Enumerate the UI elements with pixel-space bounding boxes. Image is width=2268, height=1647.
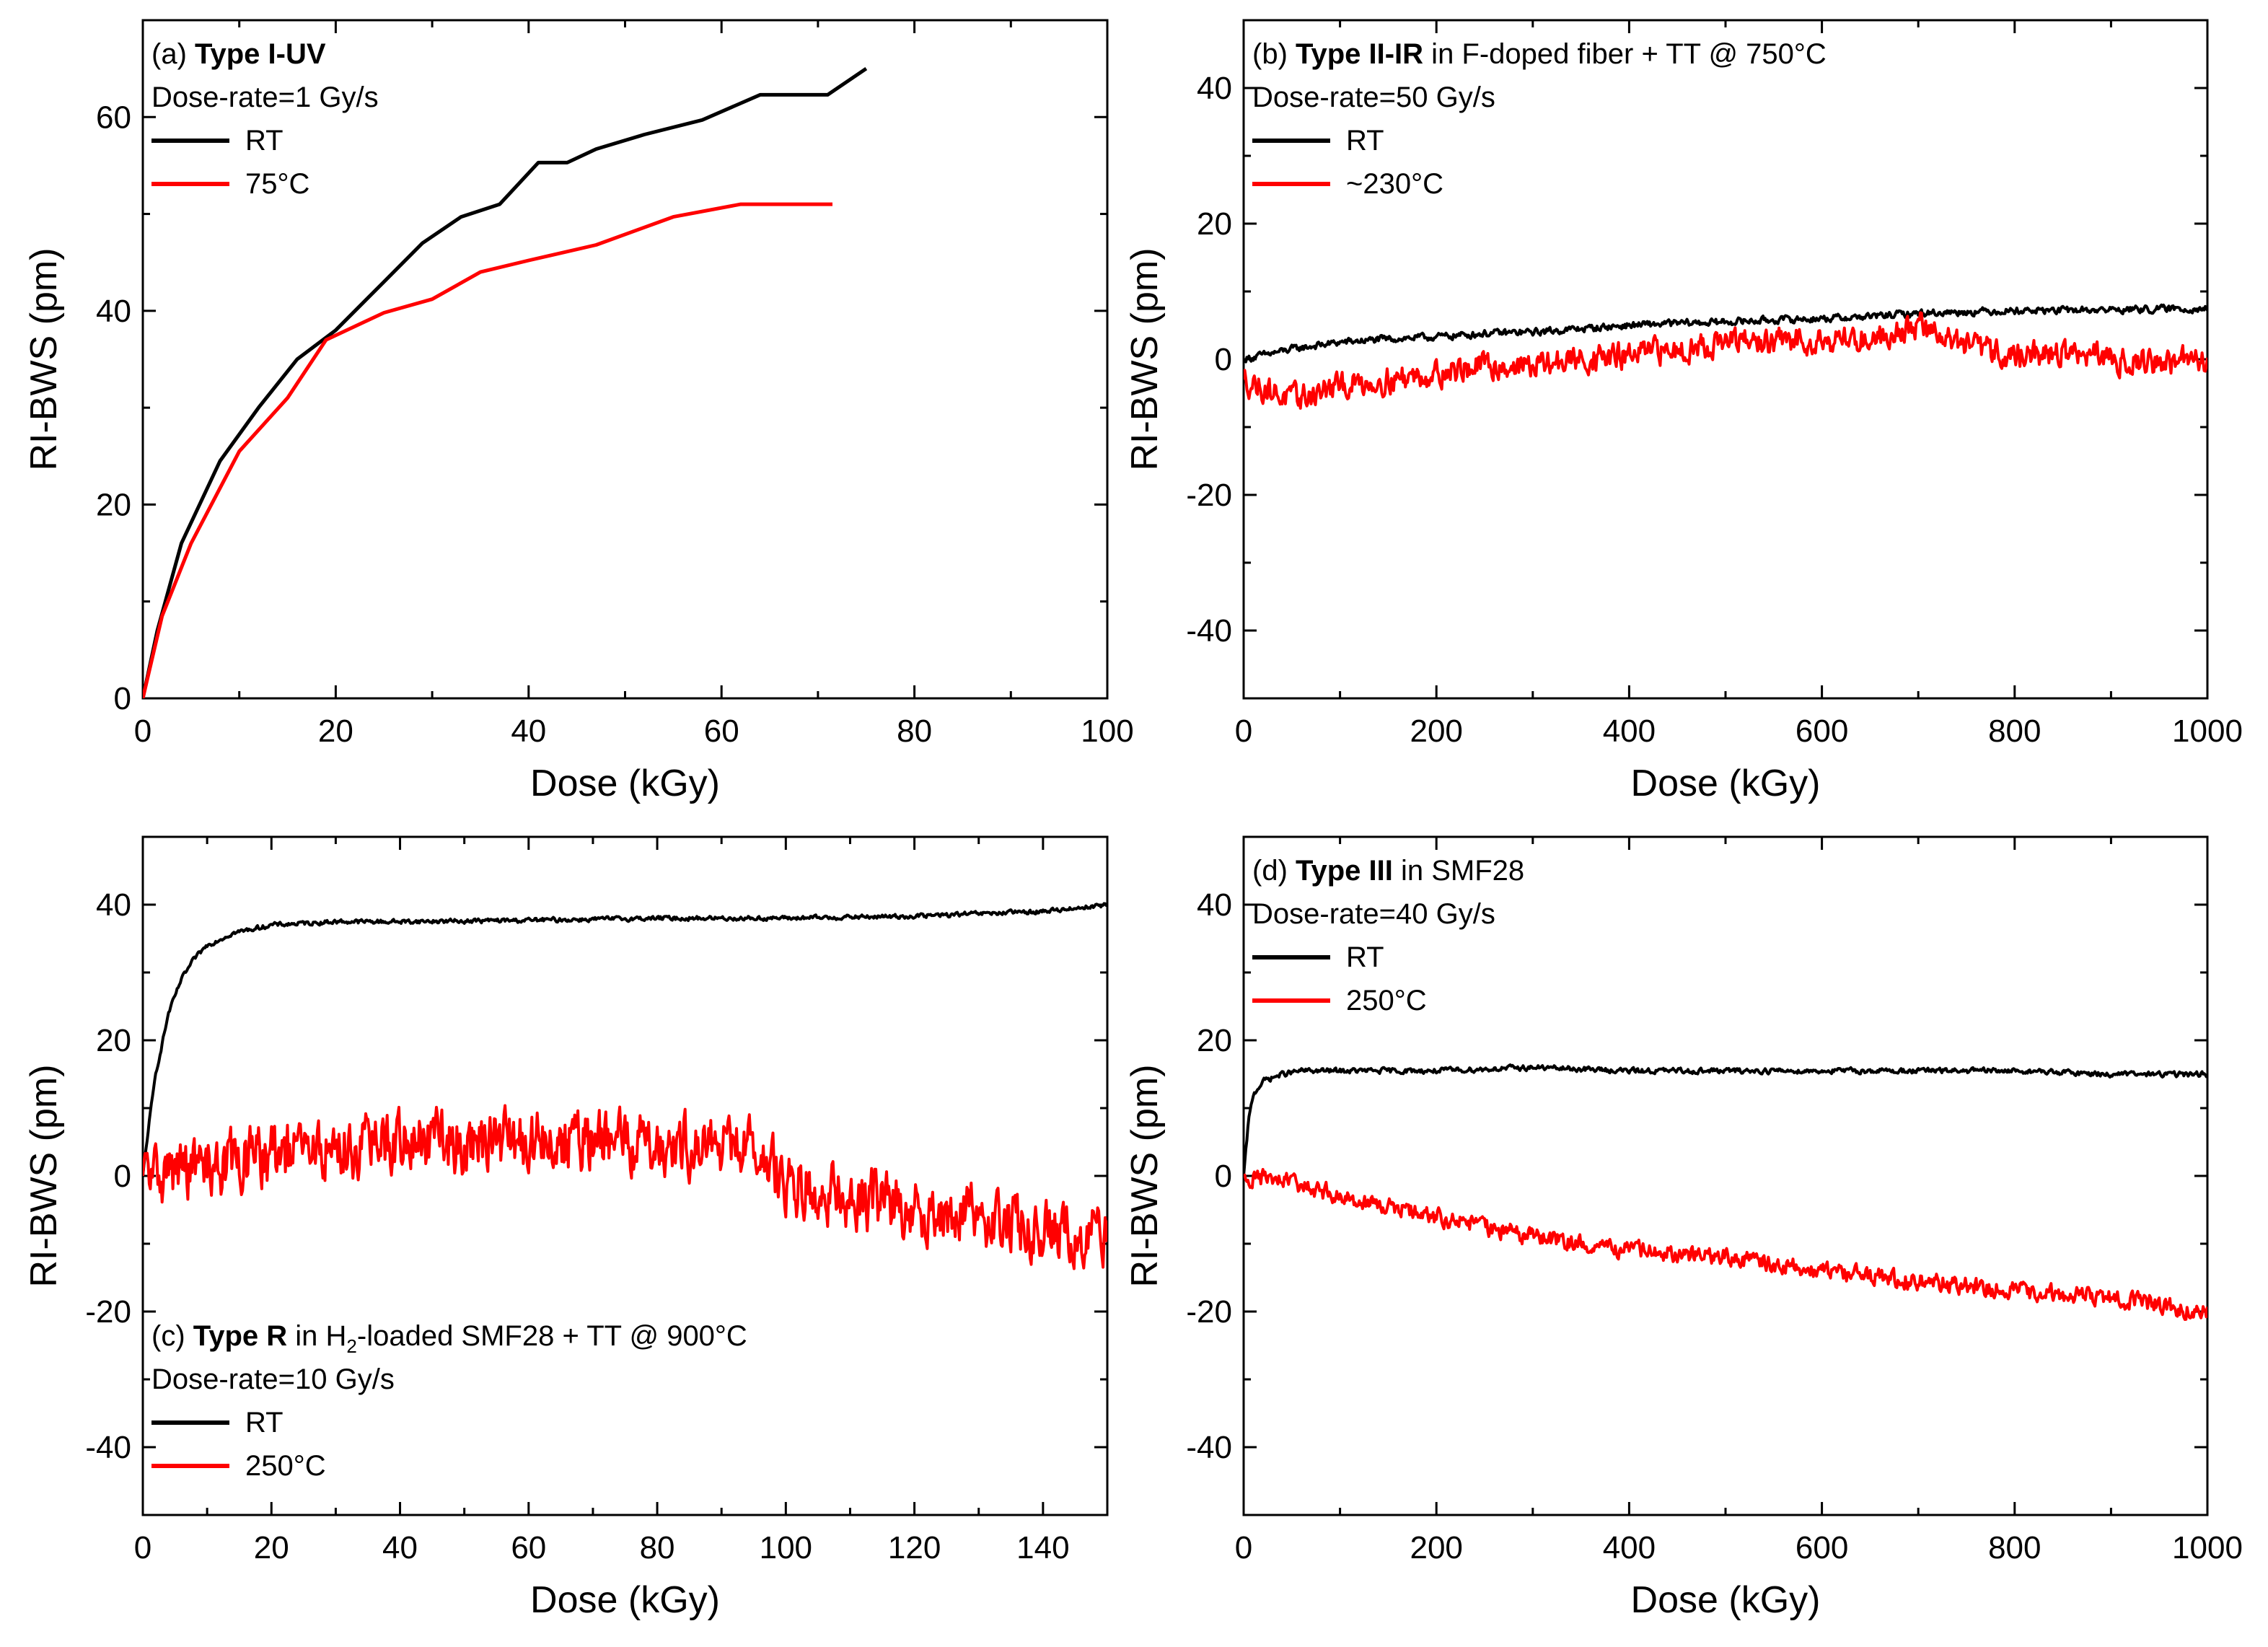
panel-label: (d) <box>1252 855 1296 887</box>
dose-rate-label: Dose-rate=50 Gy/s <box>1252 82 1495 113</box>
grating-type: Type II-IR <box>1296 38 1423 70</box>
grating-type: Type R <box>193 1320 288 1352</box>
grating-type: Type III <box>1296 855 1393 887</box>
series-b-1 <box>1244 311 2207 410</box>
x-tick-label: 100 <box>1081 713 1133 749</box>
series-a-0 <box>143 67 868 698</box>
x-tick-label: 600 <box>1796 1530 1848 1565</box>
x-axis-title: Dose (kGy) <box>1631 763 1821 804</box>
x-axis-title: Dose (kGy) <box>1631 1579 1821 1621</box>
x-tick-label: 80 <box>897 713 932 749</box>
dose-rate-label: Dose-rate=40 Gy/s <box>1252 898 1495 930</box>
x-axis-title: Dose (kGy) <box>530 1579 720 1621</box>
x-tick-label: 200 <box>1410 713 1462 749</box>
x-axis-title: Dose (kGy) <box>530 763 720 804</box>
panel-title: (c) Type R in H2-loaded SMF28 + TT @ 900… <box>151 1320 747 1357</box>
x-tick-label: 1000 <box>2172 1530 2243 1565</box>
x-tick-label: 40 <box>511 713 546 749</box>
plot-frame <box>1242 835 2209 1516</box>
panel-a: 0 20 40 60 80 100 0 20 40 60 Dose (kGy) RI-BWS (pm)… <box>23 19 1134 804</box>
grating-type: Type I-UV <box>195 38 326 70</box>
panel-description: in F-doped fiber + TT @ 750°C <box>1423 38 1827 70</box>
y-tick-label: -40 <box>85 1430 131 1465</box>
legend-label: 250°C <box>1346 985 1427 1016</box>
panel-description: in SMF28 <box>1393 855 1524 887</box>
x-tick-label: 400 <box>1603 1530 1656 1565</box>
x-tick-label: 800 <box>1988 713 2041 749</box>
x-tick-label: 400 <box>1603 713 1656 749</box>
x-tick-label: 0 <box>1235 713 1252 749</box>
panel-b: 0 200 400 600 800 1000 -40 -20 0 20 40 Dose (kGy) RI… <box>1124 19 2243 804</box>
x-tick-label: 80 <box>640 1530 675 1565</box>
y-tick-label: -20 <box>1186 478 1232 513</box>
x-tick-label: 200 <box>1410 1530 1462 1565</box>
x-tick-label: 0 <box>134 713 151 749</box>
legend-label: RT <box>1346 941 1384 973</box>
y-tick-label: -20 <box>85 1294 131 1330</box>
y-tick-label: 40 <box>96 887 131 923</box>
y-axis-title: RI-BWS (pm) <box>1124 247 1166 470</box>
y-tick-label: 40 <box>1197 887 1232 923</box>
x-tick-label: 1000 <box>2172 713 2243 749</box>
x-tick-label: 140 <box>1016 1530 1069 1565</box>
panel-d: 0 200 400 600 800 1000 -40 -20 0 20 40 Dose (kGy) RI… <box>1124 835 2243 1621</box>
panel-title: (b) Type II-IR in F-doped fiber + TT @ 7… <box>1252 38 1827 70</box>
plot-frame <box>141 19 1109 700</box>
y-axis-title: RI-BWS (pm) <box>23 247 65 470</box>
y-tick-label: 20 <box>1197 1023 1232 1058</box>
series-c-0 <box>143 902 1107 1177</box>
x-tick-label: 600 <box>1796 713 1848 749</box>
x-tick-label: 20 <box>254 1530 289 1565</box>
panel-label: (a) <box>151 38 195 70</box>
x-tick-label: 60 <box>511 1530 546 1565</box>
x-tick-label: 800 <box>1988 1530 2041 1565</box>
y-tick-label: 20 <box>96 487 131 522</box>
x-tick-label: 60 <box>704 713 739 749</box>
y-tick-label: 40 <box>96 294 131 329</box>
y-tick-label: -20 <box>1186 1294 1232 1330</box>
legend-label: RT <box>245 125 284 157</box>
x-tick-label: 40 <box>382 1530 418 1565</box>
y-tick-label: 60 <box>96 100 131 135</box>
y-tick-label: 20 <box>1197 206 1232 242</box>
y-axis-title: RI-BWS (pm) <box>1124 1064 1166 1287</box>
dose-rate-label: Dose-rate=10 Gy/s <box>151 1363 395 1395</box>
panel-title: (a) Type I-UV <box>151 38 326 70</box>
subscript: 2 <box>346 1335 356 1357</box>
x-tick-label: 0 <box>134 1530 151 1565</box>
legend-label: RT <box>1346 125 1384 157</box>
legend-label: 75°C <box>245 168 309 200</box>
x-tick-label: 20 <box>318 713 353 749</box>
panel-label: (c) <box>151 1320 193 1352</box>
y-tick-label: 0 <box>1215 1159 1232 1194</box>
x-tick-label: 100 <box>760 1530 812 1565</box>
series-d-1 <box>1244 1168 2207 1321</box>
y-tick-label: 20 <box>96 1023 131 1058</box>
x-tick-label: 0 <box>1235 1530 1252 1565</box>
y-tick-label: -40 <box>1186 613 1232 649</box>
panel-description-rest: -loaded SMF28 + TT @ 900°C <box>357 1320 747 1352</box>
plot-frame <box>141 835 1109 1516</box>
panel-description: in H <box>287 1320 346 1352</box>
panel-c: 0 20 40 60 80 100 120 140 -40 -20 0 20 40 Dose (kGy) R… <box>23 835 1109 1621</box>
legend-label: ~230°C <box>1346 168 1443 200</box>
panel-title: (d) Type III in SMF28 <box>1252 855 1524 887</box>
dose-rate-label: Dose-rate=1 Gy/s <box>151 82 379 113</box>
series-a-1 <box>143 202 832 698</box>
x-tick-label: 120 <box>888 1530 941 1565</box>
plot-frame <box>1242 19 2209 700</box>
series-c-1 <box>143 1104 1107 1270</box>
y-tick-label: 0 <box>114 1159 131 1194</box>
y-tick-label: 40 <box>1197 71 1232 106</box>
series-b-0 <box>1244 303 2207 364</box>
y-tick-label: 0 <box>1215 342 1232 377</box>
y-tick-label: -40 <box>1186 1430 1232 1465</box>
legend-label: RT <box>245 1407 284 1439</box>
y-axis-title: RI-BWS (pm) <box>23 1064 65 1287</box>
panel-label: (b) <box>1252 38 1296 70</box>
series-d-0 <box>1244 1063 2207 1177</box>
y-tick-label: 0 <box>114 681 131 716</box>
legend-label: 250°C <box>245 1450 326 1482</box>
